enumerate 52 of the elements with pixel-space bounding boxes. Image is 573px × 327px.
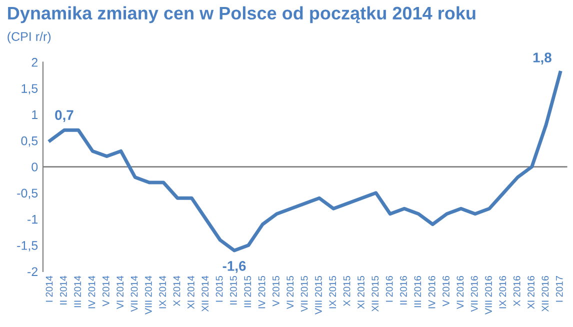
x-tick-label: V 2016 — [442, 276, 450, 306]
x-tick-label: I 2014 — [46, 276, 53, 302]
annotation: 0,7 — [55, 110, 74, 122]
x-tick-label: I 2015 — [216, 276, 223, 302]
x-tick-label: VI 2016 — [456, 276, 464, 310]
x-tick-label: V 2015 — [272, 276, 280, 306]
x-tick-label: VII 2015 — [300, 276, 308, 312]
x-tick-label: V 2014 — [102, 276, 110, 306]
x-tick-label: VII 2014 — [130, 276, 138, 312]
annotation: -1,6 — [222, 261, 246, 273]
x-tick-label: XII 2015 — [372, 276, 379, 312]
y-tick-label: -0,5 — [17, 188, 38, 200]
x-tick-label: VI 2015 — [286, 276, 294, 310]
x-tick-label: VII 2016 — [470, 276, 478, 312]
x-tick-label: X 2014 — [173, 276, 180, 306]
x-tick-label: IX 2014 — [159, 276, 166, 308]
y-tick-label: -1 — [28, 215, 38, 224]
x-tick-label: III 2014 — [74, 276, 82, 308]
x-tick-label: XI 2015 — [358, 276, 364, 309]
y-tick-label: -2 — [28, 267, 38, 276]
x-tick-label: VIII 2016 — [485, 276, 492, 314]
x-tick-label: VIII 2015 — [315, 276, 322, 314]
x-tick-label: II 2014 — [60, 276, 67, 304]
x-tick-label: X 2015 — [343, 276, 350, 306]
x-tick-label: XII 2014 — [202, 276, 209, 312]
y-tick-label: 1 — [32, 110, 38, 119]
x-tick-label: VIII 2014 — [144, 276, 152, 314]
x-tick-label: IV 2014 — [88, 276, 96, 308]
chart-title: Dynamika zmiany cen w Polsce od początku 2014 roku — [8, 6, 476, 24]
chart-subtitle: (CPI r/r) — [8, 32, 51, 44]
x-tick-label: I 2016 — [386, 276, 393, 302]
y-tick-label: 0 — [32, 162, 38, 172]
x-tick-label: XII 2016 — [542, 276, 549, 312]
x-tick-label: II 2016 — [400, 276, 407, 304]
line-series — [48, 70, 562, 252]
y-tick-label: 0,5 — [21, 136, 38, 147]
x-tick-label: IV 2015 — [258, 276, 266, 308]
x-tick-label: IX 2015 — [329, 276, 336, 308]
x-tick-label: XI 2016 — [528, 276, 534, 309]
x-tick-label: III 2015 — [244, 276, 252, 308]
annotation: 1,8 — [533, 52, 552, 64]
x-tick-label: IV 2016 — [428, 276, 436, 308]
x-tick-label: I 2017 — [556, 276, 563, 302]
x-tick-label: XI 2014 — [187, 276, 194, 309]
x-tick-label: X 2016 — [513, 276, 520, 306]
x-tick-label: IX 2016 — [499, 276, 506, 308]
y-tick-label: -1,5 — [17, 241, 38, 252]
x-tick-label: II 2015 — [230, 276, 237, 304]
y-tick-label: 1,5 — [22, 84, 38, 94]
y-tick-label: 2 — [32, 58, 38, 67]
x-tick-label: VI 2014 — [116, 276, 124, 310]
x-tick-label: III 2016 — [414, 276, 422, 308]
